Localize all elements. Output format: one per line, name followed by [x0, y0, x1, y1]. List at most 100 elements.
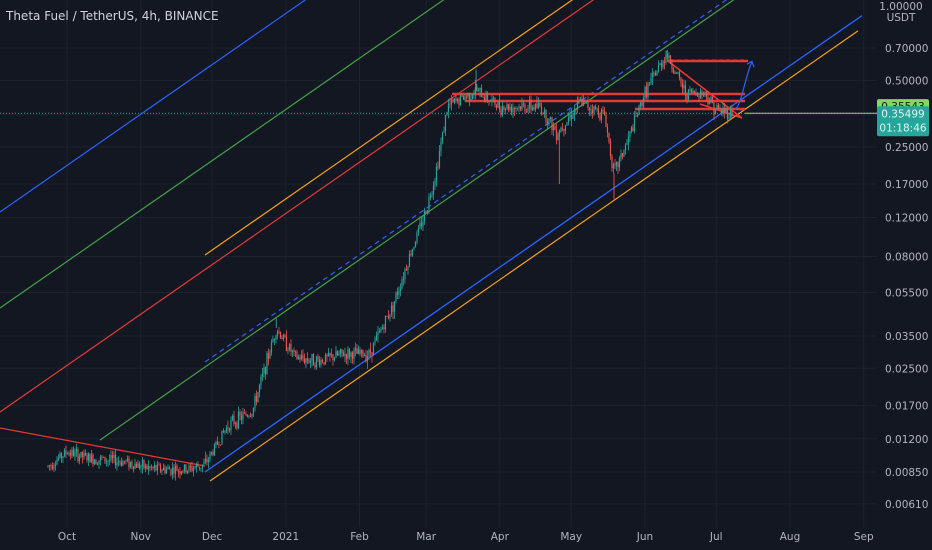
candle: [105, 458, 108, 467]
candle: [314, 362, 316, 370]
candle-body: [398, 290, 400, 295]
x-tick-label: Dec: [202, 531, 223, 543]
candle: [567, 111, 570, 126]
downtrend-line-red: [0, 427, 206, 467]
candle-body: [498, 100, 501, 110]
candle-body: [293, 350, 295, 352]
candle-body: [560, 127, 562, 133]
candle-body: [495, 105, 498, 108]
candle-body: [684, 85, 687, 96]
candle: [333, 356, 336, 362]
candle-body: [210, 452, 213, 454]
candle-body: [156, 464, 159, 471]
candle-body: [180, 471, 183, 475]
candle: [372, 342, 375, 356]
y-tick-label: 0.17000: [885, 179, 928, 191]
candle-body: [579, 98, 582, 102]
candle: [81, 451, 84, 464]
candle-body: [593, 106, 595, 113]
candle: [701, 89, 703, 99]
candle: [219, 444, 222, 446]
candle: [335, 345, 337, 358]
candle: [287, 347, 289, 355]
candle: [188, 463, 190, 474]
candle: [698, 94, 700, 103]
candle-body: [212, 452, 214, 456]
candle: [143, 459, 145, 470]
candle-body: [639, 102, 642, 106]
candle: [623, 149, 625, 158]
candle: [668, 52, 670, 61]
candle: [399, 283, 402, 297]
candle: [345, 353, 348, 364]
candle: [177, 468, 180, 478]
candle-body: [389, 314, 391, 319]
candle-body: [219, 444, 222, 446]
candle-body: [56, 459, 58, 465]
candle-body: [653, 72, 655, 74]
candle: [651, 68, 654, 86]
candle-body: [500, 109, 502, 115]
candle: [72, 446, 75, 457]
candle: [68, 450, 70, 457]
candle-body: [659, 63, 661, 65]
candle-body: [449, 103, 451, 105]
candle-body: [275, 335, 277, 340]
candle-body: [600, 109, 603, 120]
candle-body: [360, 350, 363, 354]
candle: [563, 128, 565, 137]
candle: [348, 348, 351, 360]
candle: [365, 350, 367, 363]
candle-body: [683, 85, 685, 89]
candle: [69, 449, 72, 460]
candle-body: [665, 54, 667, 63]
candle: [575, 107, 577, 115]
candle-body: [581, 98, 583, 106]
candle-body: [606, 127, 609, 133]
candle-body: [434, 180, 436, 186]
candle: [551, 116, 553, 135]
candle-body: [411, 249, 414, 256]
y-tick-label: 0.00850: [885, 467, 928, 479]
candle: [653, 71, 655, 77]
candle: [222, 428, 225, 433]
candle: [98, 460, 100, 469]
candle: [390, 301, 393, 317]
candle: [452, 98, 454, 103]
candle-body: [552, 125, 555, 131]
candle: [153, 461, 156, 472]
candle: [210, 451, 213, 456]
candle-body: [252, 407, 255, 415]
chart-title: Theta Fuel / TetherUS, 4h, BINANCE: [6, 9, 219, 23]
candle-body: [551, 117, 553, 131]
candle-body: [446, 112, 448, 115]
candle: [696, 92, 699, 97]
candle: [242, 407, 244, 425]
candle: [312, 353, 315, 366]
candle: [579, 97, 582, 102]
candle: [636, 112, 639, 118]
candle: [200, 467, 202, 472]
candle-body: [372, 342, 375, 356]
candle-body: [615, 162, 618, 166]
candle: [48, 464, 51, 471]
candle-body: [638, 105, 640, 115]
candle-body: [644, 86, 646, 99]
candle-body: [255, 396, 258, 402]
candle-body: [713, 102, 715, 115]
candle: [728, 112, 730, 121]
candle: [308, 357, 310, 364]
candle-body: [561, 127, 564, 129]
candle-body: [74, 451, 76, 457]
candle-body: [506, 104, 508, 109]
candle: [552, 122, 555, 137]
candle-body: [522, 103, 525, 105]
candle: [360, 349, 363, 358]
candle-body: [630, 127, 633, 132]
candle-body: [677, 72, 679, 74]
candle-body: [251, 414, 253, 417]
x-tick-label: Sep: [854, 531, 874, 543]
candle: [624, 143, 627, 155]
candle: [587, 96, 589, 111]
